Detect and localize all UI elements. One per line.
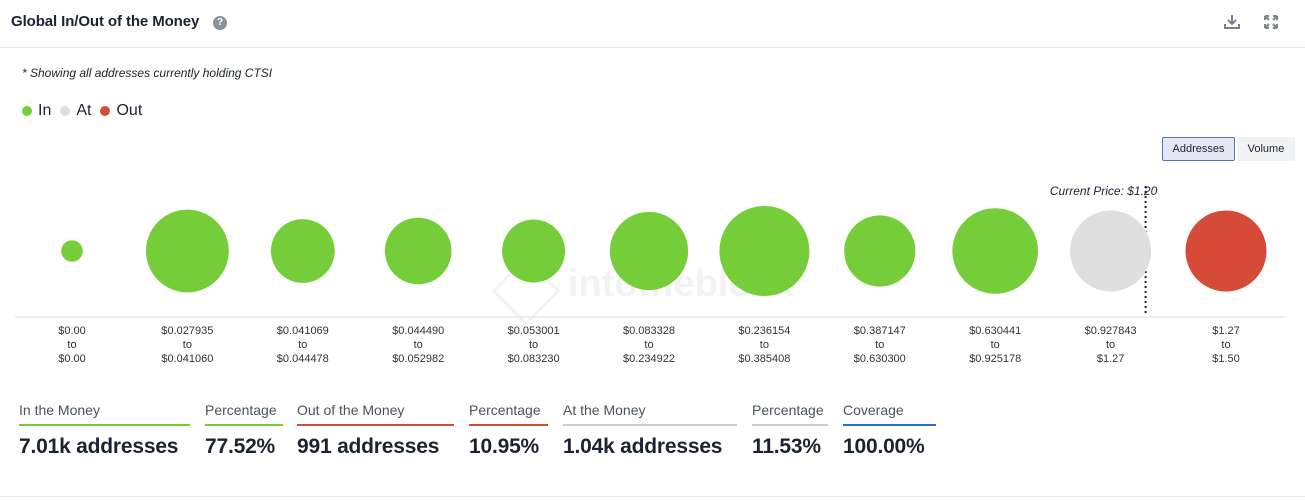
download-icon[interactable] [1222,12,1242,32]
stat-label-at-the-money: At the Money [563,398,737,426]
fullscreen-icon[interactable] [1261,12,1281,32]
stat-label-out-percentage: Percentage [469,398,548,426]
stat-in-percentage: Percentage 77.52% [205,398,283,459]
tick-label-5-0: $0.083328 [623,325,675,337]
bubble-range-1 [146,209,229,293]
tick-label-0-0: $0.00 [58,325,86,337]
stat-label-out-of-the-money: Out of the Money [297,398,454,426]
volume-toggle-button[interactable]: Volume [1237,137,1295,161]
page-title: Global In/Out of the Money [11,13,200,30]
legend-label-in: In [38,102,52,119]
tick-label-2-0: $0.041069 [277,325,329,337]
tick-label-10-2: $1.50 [1212,353,1240,365]
stat-value-in-the-money: 7.01k addresses [19,435,179,458]
bubble-range-8 [952,208,1038,294]
current-price-label: Current Price: $1.20 [1050,184,1158,198]
widget-header: Global In/Out of the Money ? [0,0,1305,48]
stat-value-out-of-the-money: 991 addresses [297,435,440,458]
stat-out-percentage: Percentage 10.95% [469,398,548,459]
bubble-range-2 [270,219,335,283]
tick-label-8-2: $0.925178 [969,353,1021,365]
tick-label-10-1: to [1221,339,1230,351]
tick-label-2-1: to [298,339,307,351]
stat-at-percentage: Percentage 11.53% [752,398,828,459]
tick-label-1-1: to [183,339,192,351]
stat-label-coverage: Coverage [843,398,936,426]
tick-label-1-2: $0.041060 [161,353,213,365]
bubble-range-3 [384,217,452,285]
stat-label-in-the-money: In the Money [19,398,190,426]
tick-label-0-2: $0.00 [58,353,86,365]
stat-label-in-percentage: Percentage [205,398,283,426]
tick-label-0-1: to [67,339,76,351]
legend-label-out: Out [116,102,143,119]
stat-value-at-the-money: 1.04k addresses [563,435,723,458]
tick-label-9-2: $1.27 [1097,353,1125,365]
legend-item-out[interactable]: Out [100,102,142,120]
stat-at-the-money: At the Money 1.04k addresses [563,398,737,459]
tick-label-7-0: $0.387147 [854,325,906,337]
footer-divider [0,496,1305,497]
stat-value-in-percentage: 77.52% [205,435,276,458]
bubble-range-6 [719,206,810,296]
tick-label-7-1: to [875,339,884,351]
legend-dot-in [22,106,32,116]
bubble-range-5 [609,211,689,291]
tick-label-6-2: $0.385408 [738,353,790,365]
stat-coverage: Coverage 100.00% [843,398,936,459]
tick-label-3-0: $0.044490 [392,325,444,337]
tick-label-9-1: to [1106,339,1115,351]
tick-label-4-2: $0.083230 [508,353,560,365]
tick-label-2-2: $0.044478 [277,353,329,365]
tick-label-4-0: $0.053001 [508,325,560,337]
stat-value-coverage: 100.00% [843,435,925,458]
legend-label-at: At [76,102,92,119]
tick-label-10-0: $1.27 [1212,325,1240,337]
bubble-range-10 [1185,210,1267,292]
tick-label-5-2: $0.234922 [623,353,675,365]
tick-label-7-2: $0.630300 [854,353,906,365]
tick-label-3-1: to [414,339,423,351]
holding-note: * Showing all addresses currently holdin… [22,66,273,80]
tick-label-6-0: $0.236154 [738,325,790,337]
tick-label-3-2: $0.052982 [392,353,444,365]
legend-item-at[interactable]: At [60,102,91,120]
tick-label-5-1: to [644,339,653,351]
bubble-range-9 [1070,210,1152,292]
bubble-range-0 [61,240,83,262]
stat-out-of-the-money: Out of the Money 991 addresses [297,398,454,459]
stat-in-the-money: In the Money 7.01k addresses [19,398,190,459]
tick-label-4-1: to [529,339,538,351]
stat-value-at-percentage: 11.53% [752,435,821,458]
tick-label-9-0: $0.927843 [1085,325,1137,337]
addresses-toggle-button[interactable]: Addresses [1162,137,1235,161]
tick-label-8-0: $0.630441 [969,325,1021,337]
bubble-range-7 [844,215,916,287]
tick-label-1-0: $0.027935 [161,325,213,337]
legend-item-in[interactable]: In [22,102,51,120]
tick-label-8-1: to [991,339,1000,351]
chart-legend: In At Out [22,102,151,120]
bubble-range-4 [502,219,566,283]
legend-dot-at [60,106,71,116]
stat-value-out-percentage: 10.95% [469,435,540,458]
tick-label-6-1: to [760,339,769,351]
help-icon[interactable]: ? [213,16,227,30]
legend-dot-out [100,106,111,116]
stat-label-at-percentage: Percentage [752,398,828,426]
